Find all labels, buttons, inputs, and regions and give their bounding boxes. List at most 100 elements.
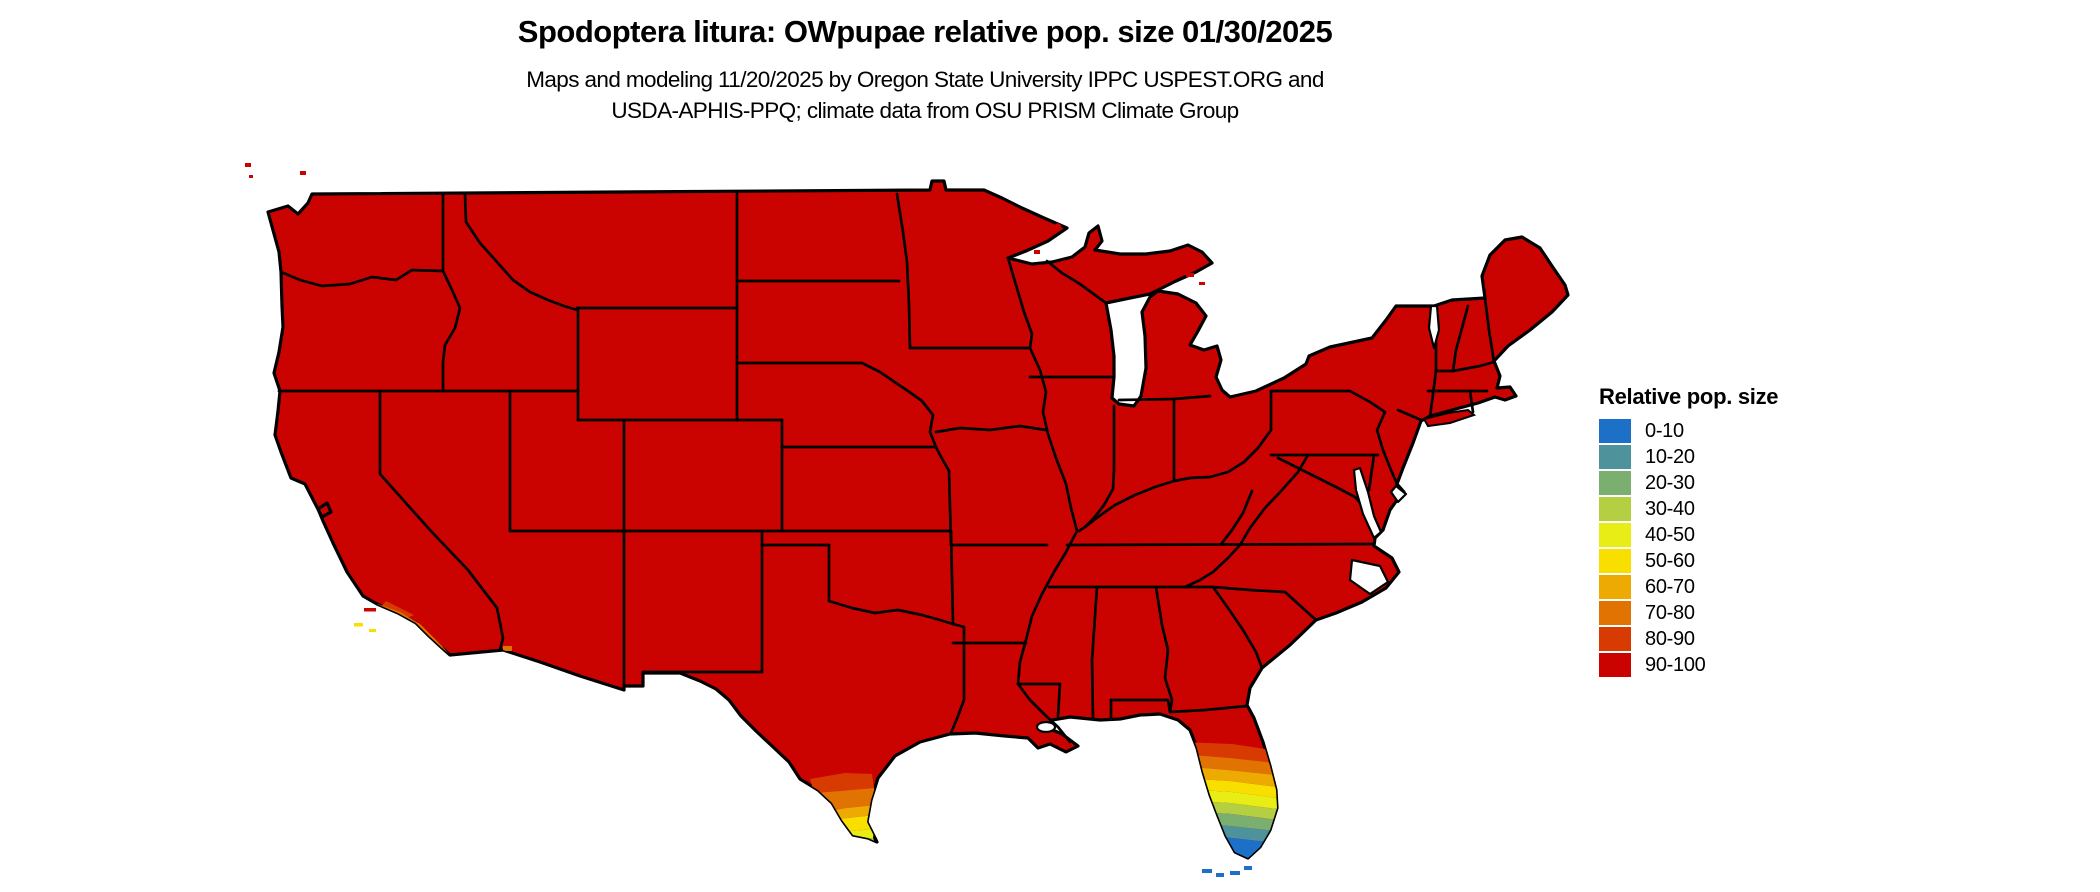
- lake-pontchartrain: [1035, 720, 1057, 734]
- florida-key: [1244, 866, 1252, 870]
- us-landmass: [266, 179, 1570, 860]
- texas-gradient-bands: [810, 773, 876, 847]
- legend-row: 90-100: [1599, 652, 1859, 678]
- state-border-line: [1183, 543, 1242, 589]
- pamlico-sound: [1348, 558, 1390, 596]
- map-legend: Relative pop. size 0-10 10-20 20-30 30-40 40…: [1599, 384, 1859, 678]
- legend-label: 70-80: [1645, 601, 1695, 624]
- state-border-line: [1269, 389, 1387, 414]
- inland-water: [1035, 304, 1441, 734]
- state-border-line: [1468, 389, 1475, 414]
- state-border-line: [1006, 256, 1034, 350]
- legend-swatch-80-90: [1599, 627, 1631, 651]
- san-juan-island: [249, 175, 253, 178]
- state-border-line: [1028, 346, 1079, 533]
- legend-row: 30-40: [1599, 496, 1859, 522]
- legend-title: Relative pop. size: [1599, 384, 1779, 409]
- chesapeake-bay: [1352, 466, 1383, 540]
- state-border-line: [279, 268, 445, 288]
- legend-row: 10-20: [1599, 444, 1859, 470]
- page-title: Spodoptera litura: OWpupae relative pop.…: [517, 14, 1333, 49]
- state-border-line: [1220, 489, 1254, 545]
- legend-swatch-50-60: [1599, 549, 1631, 573]
- state-border-line: [1238, 453, 1310, 547]
- legend-swatch-70-80: [1599, 601, 1631, 625]
- state-border-line: [735, 361, 910, 393]
- state-border-line: [1211, 585, 1318, 622]
- state-border-line: [1154, 585, 1174, 714]
- legend-row: 50-60: [1599, 548, 1859, 574]
- legend-row: 70-80: [1599, 600, 1859, 626]
- state-border-line: [1090, 585, 1099, 721]
- legend-label: 90-100: [1645, 653, 1706, 676]
- subtitle-line-2: USDA-APHIS-PPQ; climate data from OSU PR…: [611, 98, 1239, 123]
- state-border-line: [949, 622, 966, 735]
- legend-swatch-90-100: [1599, 653, 1631, 677]
- state-border-line: [1483, 296, 1496, 364]
- legend-rows: 0-10 10-20 20-30 30-40 40-50 50-60 60-70 70-80 8…: [1599, 418, 1859, 678]
- state-border-line: [1276, 456, 1364, 507]
- legend-row: 80-90: [1599, 626, 1859, 652]
- legend-row: 0-10: [1599, 418, 1859, 444]
- state-border-line: [934, 424, 1048, 434]
- state-border-line: [1065, 542, 1376, 547]
- state-border-line: [441, 269, 462, 393]
- channel-island: [364, 608, 376, 612]
- state-borders: [277, 192, 1496, 744]
- channel-island: [354, 623, 363, 627]
- state-border-line: [1045, 259, 1108, 305]
- state-border-line: [378, 389, 505, 652]
- legend-label: 80-90: [1645, 627, 1695, 650]
- state-border-line: [1434, 360, 1496, 373]
- legend-row: 40-50: [1599, 522, 1859, 548]
- legend-label: 40-50: [1645, 523, 1695, 546]
- legend-swatch-60-70: [1599, 575, 1631, 599]
- state-border-line: [1375, 410, 1399, 486]
- lake-huron-island: [1199, 282, 1205, 285]
- state-border-line: [1016, 682, 1072, 744]
- legend-label: 10-20: [1645, 445, 1695, 468]
- legend-label: 30-40: [1645, 497, 1695, 520]
- channel-island: [369, 629, 376, 632]
- legend-label: 0-10: [1645, 419, 1684, 442]
- subtitle-line-1: Maps and modeling 11/20/2025 by Oregon S…: [526, 67, 1324, 92]
- state-border-line: [1211, 585, 1264, 670]
- state-border-line: [1367, 453, 1376, 492]
- isle-royale: [1044, 223, 1062, 233]
- legend-swatch-20-30: [1599, 471, 1631, 495]
- lake-champlain: [1427, 304, 1441, 350]
- state-border-line: [1083, 428, 1273, 529]
- legend-row: 20-30: [1599, 470, 1859, 496]
- state-border-line: [1016, 682, 1062, 718]
- long-island: [1422, 408, 1477, 428]
- florida-key: [1230, 871, 1240, 875]
- state-border-line: [947, 469, 953, 547]
- florida-key: [1216, 873, 1224, 877]
- state-border-line: [949, 529, 955, 626]
- legend-label: 50-60: [1645, 549, 1695, 572]
- legend-row: 60-70: [1599, 574, 1859, 600]
- legend-swatch-30-40: [1599, 497, 1631, 521]
- lake-huron-island: [1186, 273, 1194, 277]
- san-juan-island: [245, 163, 251, 167]
- state-border-line: [1428, 369, 1438, 419]
- legend-label: 60-70: [1645, 575, 1695, 598]
- state-border-line: [1451, 304, 1470, 373]
- state-border-line: [1016, 529, 1079, 686]
- puget-island: [300, 171, 306, 175]
- apostle-islands: [1034, 250, 1040, 254]
- state-border-line: [906, 389, 951, 473]
- legend-swatch-0-10: [1599, 419, 1631, 443]
- legend-swatch-10-20: [1599, 445, 1631, 469]
- state-border-line: [1117, 394, 1212, 402]
- state-border-line: [895, 192, 912, 350]
- islands: [245, 163, 1477, 877]
- state-border-line: [827, 599, 955, 626]
- title-block: Spodoptera litura: OWpupae relative pop.…: [0, 14, 1850, 126]
- state-border-line: [463, 192, 579, 312]
- state-border-line: [1109, 698, 1249, 714]
- delaware-bay: [1389, 484, 1408, 504]
- state-border-line: [1396, 408, 1423, 422]
